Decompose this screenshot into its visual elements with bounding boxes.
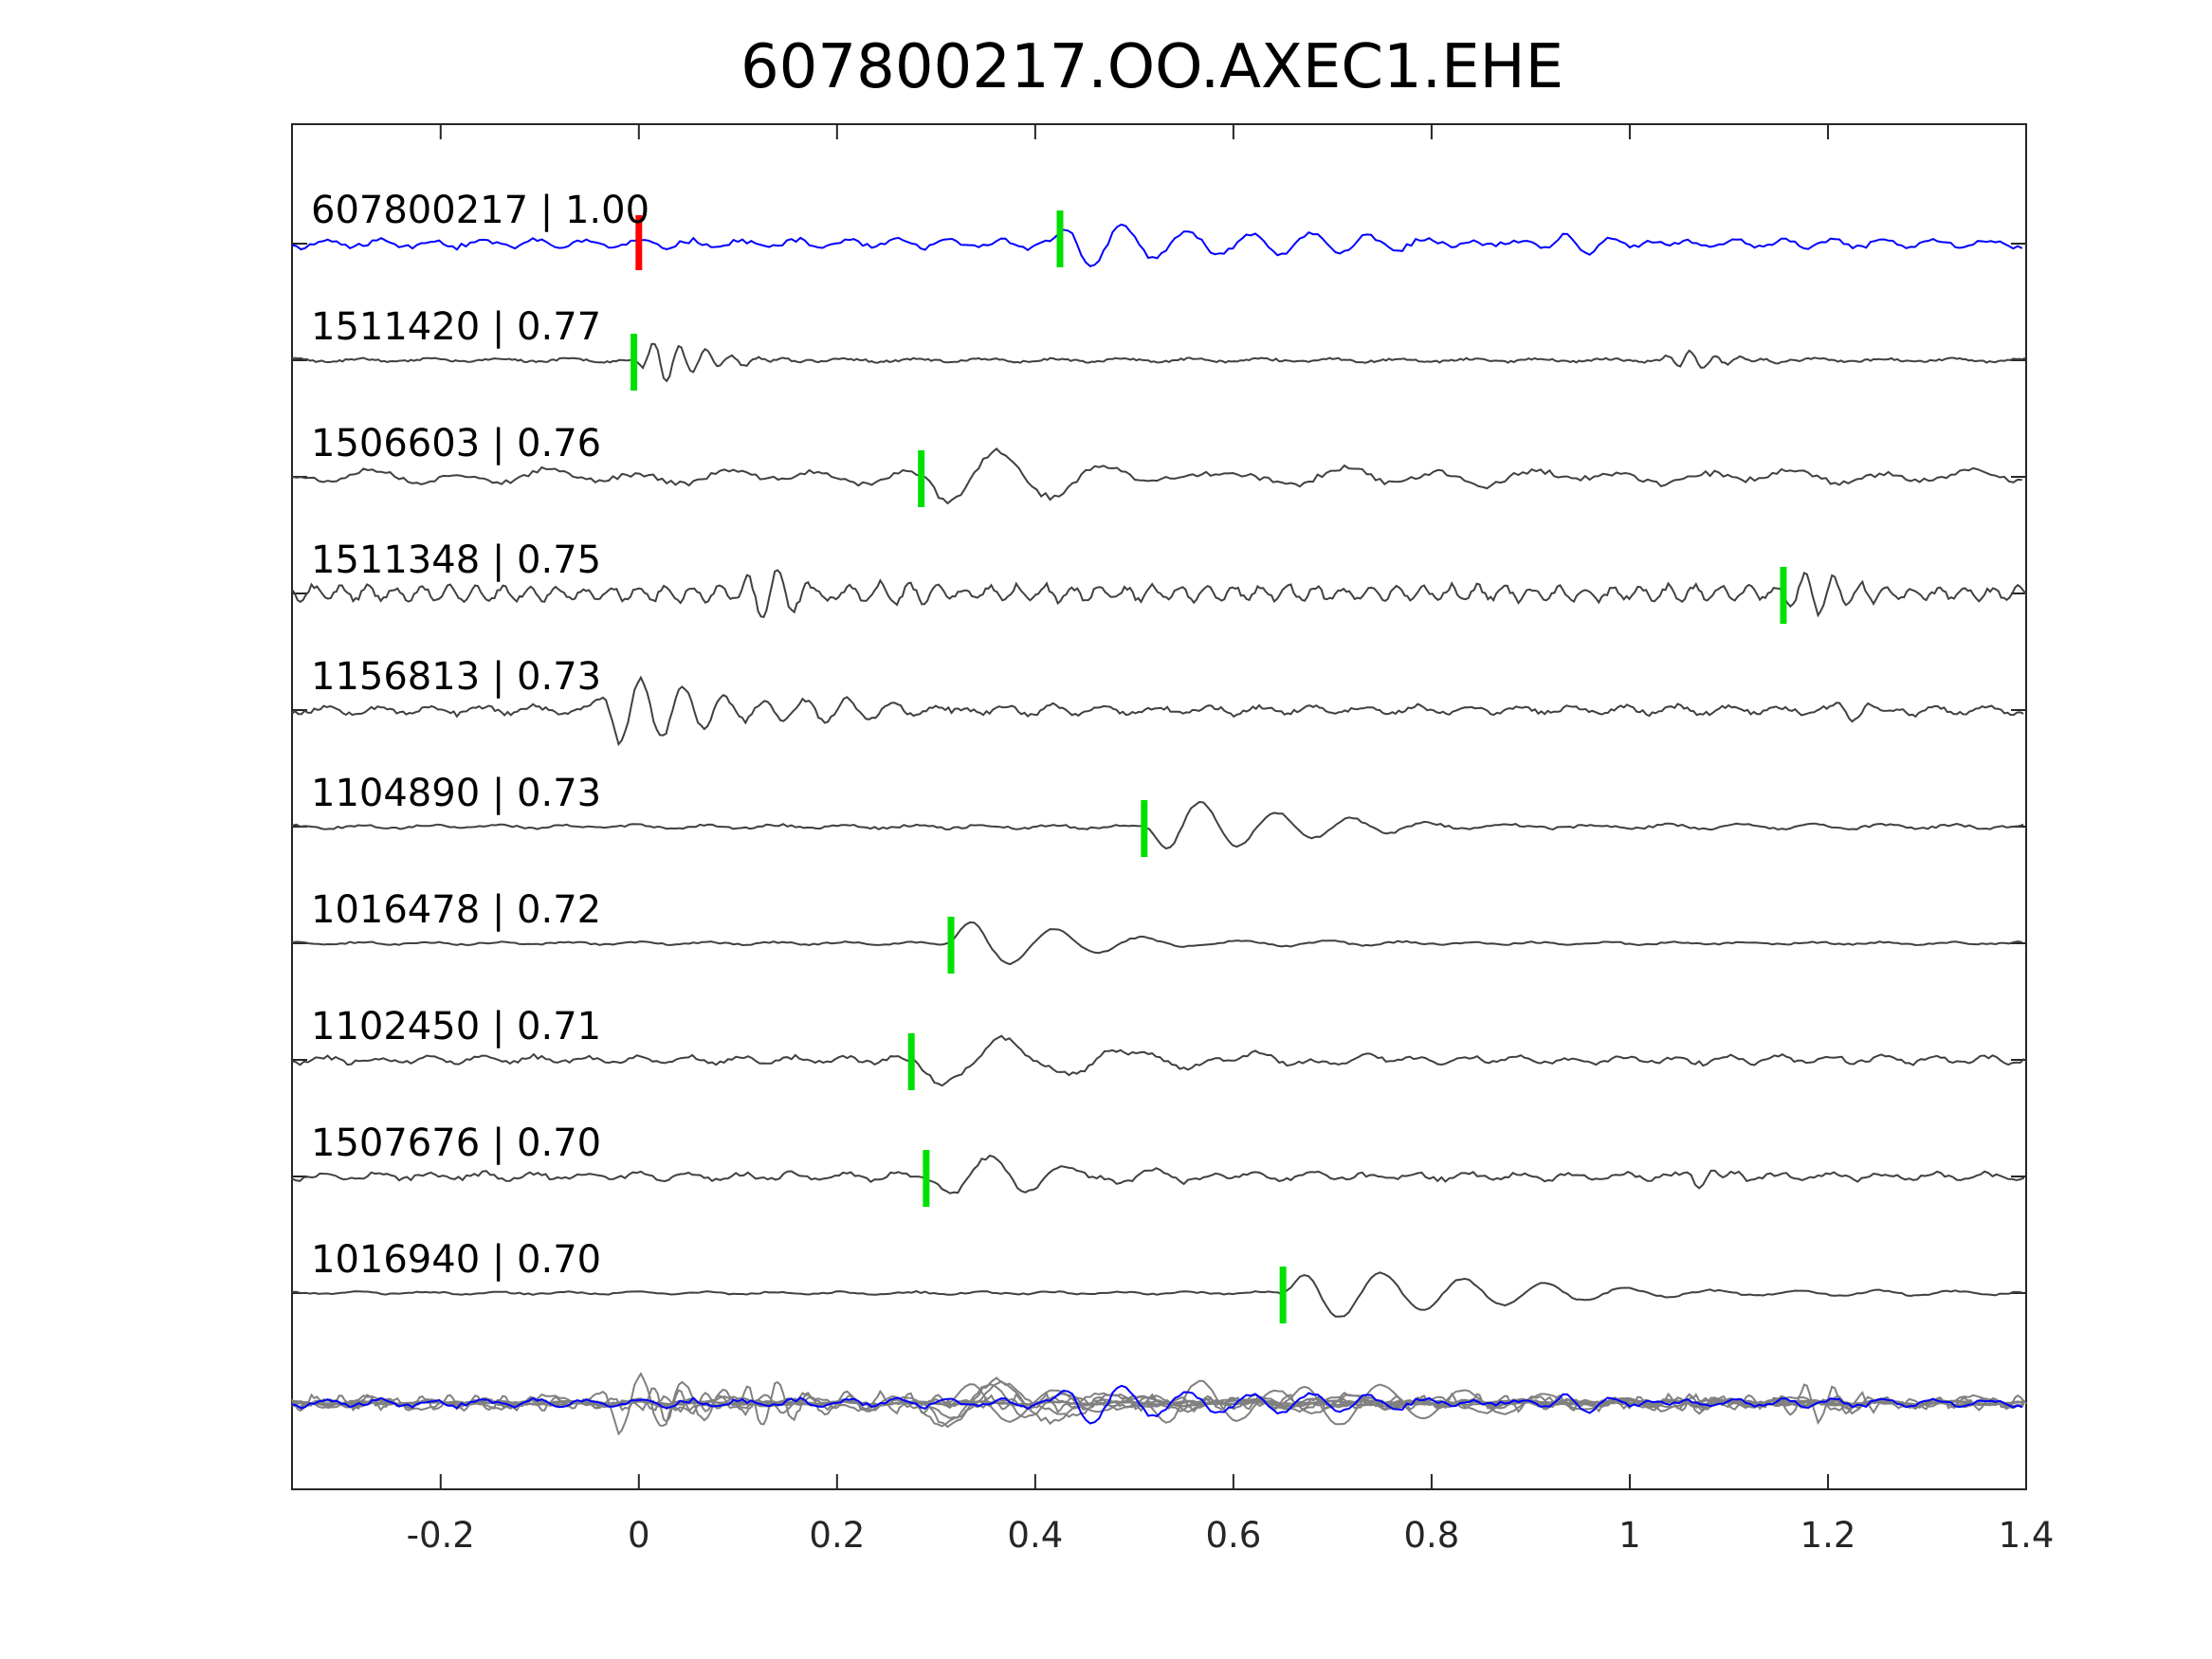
trace-1102450 bbox=[291, 1034, 2025, 1087]
stack-template-trace bbox=[291, 1384, 2023, 1425]
x-tick-label: -0.2 bbox=[407, 1515, 475, 1556]
trace-1506603 bbox=[291, 447, 2022, 505]
trace-607800217 bbox=[291, 223, 2023, 268]
trace-label: 1104890 | 0.73 bbox=[311, 772, 601, 815]
trace-label: 1511420 | 0.77 bbox=[311, 305, 601, 349]
trace-label: 1511348 | 0.75 bbox=[311, 538, 601, 582]
trace-1511420 bbox=[291, 342, 2026, 383]
trace-1104890 bbox=[291, 800, 2024, 850]
trace-1016478 bbox=[291, 921, 2022, 966]
waveform-traces bbox=[291, 223, 2027, 1318]
x-tick-label: 0.2 bbox=[809, 1515, 865, 1556]
plot-area bbox=[291, 123, 2027, 1490]
x-tick-label: 0.8 bbox=[1403, 1515, 1459, 1556]
chart-title: 607800217.OO.AXEC1.EHE bbox=[740, 32, 1563, 102]
x-tick-label: 0.6 bbox=[1205, 1515, 1261, 1556]
trace-label: 1016940 | 0.70 bbox=[311, 1238, 601, 1282]
stacked-overlay bbox=[291, 1372, 2027, 1436]
trace-label: 1102450 | 0.71 bbox=[311, 1005, 601, 1048]
x-tick-label: 0 bbox=[628, 1515, 650, 1556]
x-tick-label: 1.4 bbox=[1999, 1515, 2055, 1556]
x-axis: -0.2 0 0.2 0.4 0.6 0.8 1 1.2 1.4 bbox=[407, 124, 2055, 1556]
trace-label: 1016478 | 0.72 bbox=[311, 888, 601, 932]
trace-label: 1507676 | 0.70 bbox=[311, 1121, 601, 1165]
trace-label: 607800217 | 1.00 bbox=[311, 189, 649, 232]
x-tick-label: 0.4 bbox=[1007, 1515, 1063, 1556]
trace-label: 1156813 | 0.73 bbox=[311, 655, 601, 699]
x-tick-label: 1.2 bbox=[1801, 1515, 1856, 1556]
trace-1016940 bbox=[291, 1271, 2022, 1318]
phase-picks bbox=[631, 210, 1787, 1323]
trace-labels: 607800217 | 1.00 1511420 | 0.77 1506603 | … bbox=[311, 189, 649, 1282]
trace-1507676 bbox=[291, 1154, 2025, 1194]
trace-1156813 bbox=[291, 675, 2024, 747]
trace-label: 1506603 | 0.76 bbox=[311, 422, 601, 465]
stack-trace bbox=[291, 1383, 2022, 1426]
trace-1511348 bbox=[291, 569, 2027, 619]
x-tick-label: 1 bbox=[1618, 1515, 1641, 1556]
